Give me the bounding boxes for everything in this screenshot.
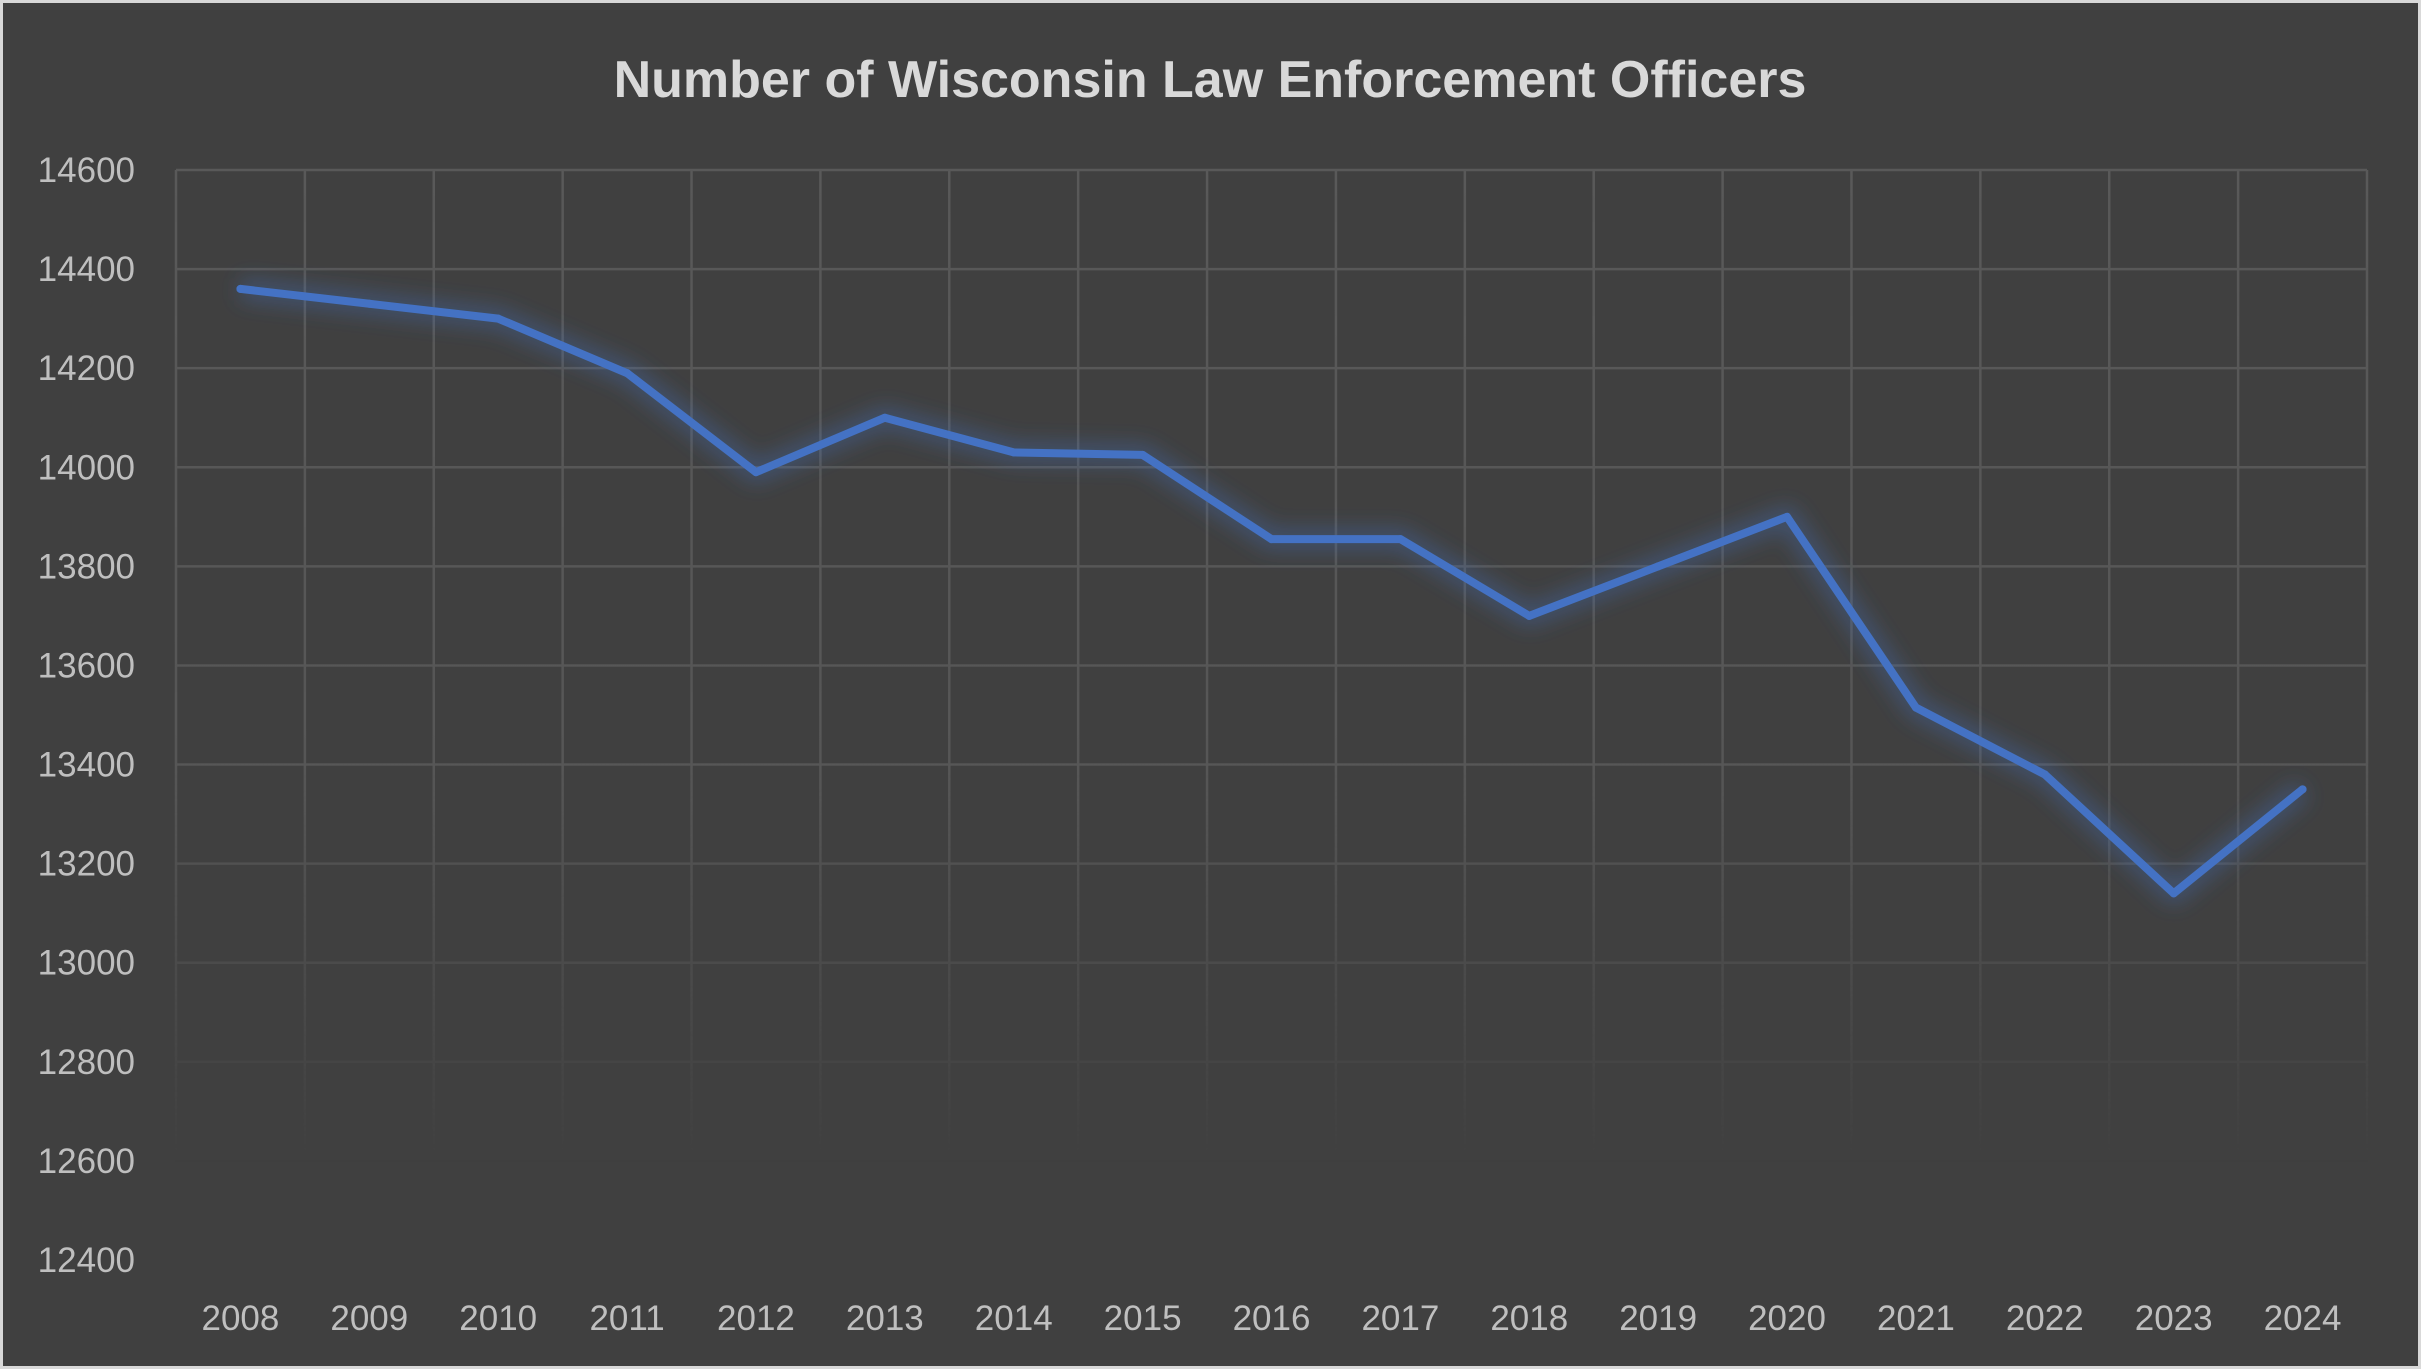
x-tick-label: 2014 xyxy=(975,1299,1053,1338)
y-tick-label: 13000 xyxy=(38,944,135,983)
y-tick-label: 13600 xyxy=(38,646,135,685)
x-axis: 2008 2009 2010 2011 2012 2013 2014 2015 2016 2017… xyxy=(202,1299,2342,1338)
data-point xyxy=(1911,703,1920,712)
series-line xyxy=(236,284,2307,898)
y-tick-label: 13200 xyxy=(38,845,135,884)
y-tick-label: 12400 xyxy=(38,1241,135,1280)
y-tick-label: 12800 xyxy=(38,1043,135,1082)
x-tick-label: 2018 xyxy=(1490,1299,1568,1338)
x-tick-label: 2013 xyxy=(846,1299,924,1338)
y-axis: 14600 14400 14200 14000 13800 13600 13400 13200… xyxy=(38,151,135,1280)
x-tick-label: 2012 xyxy=(717,1299,795,1338)
x-tick-label: 2008 xyxy=(202,1299,280,1338)
x-tick-label: 2019 xyxy=(1619,1299,1697,1338)
chart: Number of Wisconsin Law Enforcement Offi… xyxy=(3,3,2418,1366)
series xyxy=(236,277,2310,905)
data-point xyxy=(2169,889,2178,898)
y-tick-label: 12600 xyxy=(38,1142,135,1181)
gridlines xyxy=(174,168,2369,1260)
x-tick-label: 2021 xyxy=(1877,1299,1955,1338)
data-point xyxy=(236,284,245,293)
line-chart: Number of Wisconsin Law Enforcement Offi… xyxy=(38,51,2369,1338)
x-tick-label: 2017 xyxy=(1361,1299,1439,1338)
data-point xyxy=(1654,562,1663,571)
y-tick-label: 14600 xyxy=(38,151,135,190)
data-point xyxy=(494,314,503,323)
y-tick-label: 14400 xyxy=(38,250,135,289)
data-point xyxy=(1267,535,1276,544)
y-tick-label: 13800 xyxy=(38,547,135,586)
data-point xyxy=(880,413,889,422)
data-point xyxy=(1783,512,1792,521)
y-tick-label: 14200 xyxy=(38,349,135,388)
data-point xyxy=(1525,611,1534,620)
data-point xyxy=(623,369,632,378)
x-tick-label: 2011 xyxy=(589,1299,664,1338)
data-point xyxy=(1396,535,1405,544)
data-point xyxy=(751,468,760,477)
data-point xyxy=(1138,450,1147,459)
x-tick-label: 2023 xyxy=(2135,1299,2213,1338)
series-line-glow xyxy=(239,277,2310,905)
x-tick-label: 2022 xyxy=(2006,1299,2084,1338)
data-point xyxy=(1009,448,1018,457)
x-tick-label: 2009 xyxy=(330,1299,408,1338)
x-tick-label: 2015 xyxy=(1104,1299,1182,1338)
y-tick-label: 14000 xyxy=(38,448,135,487)
x-tick-label: 2016 xyxy=(1233,1299,1311,1338)
y-tick-label: 13400 xyxy=(38,746,135,785)
data-point xyxy=(2298,785,2307,794)
data-point xyxy=(365,299,374,308)
x-tick-label: 2024 xyxy=(2264,1299,2342,1338)
x-tick-label: 2010 xyxy=(459,1299,537,1338)
x-tick-label: 2020 xyxy=(1748,1299,1826,1338)
chart-title: Number of Wisconsin Law Enforcement Offi… xyxy=(614,51,1807,109)
data-point xyxy=(2040,770,2049,779)
